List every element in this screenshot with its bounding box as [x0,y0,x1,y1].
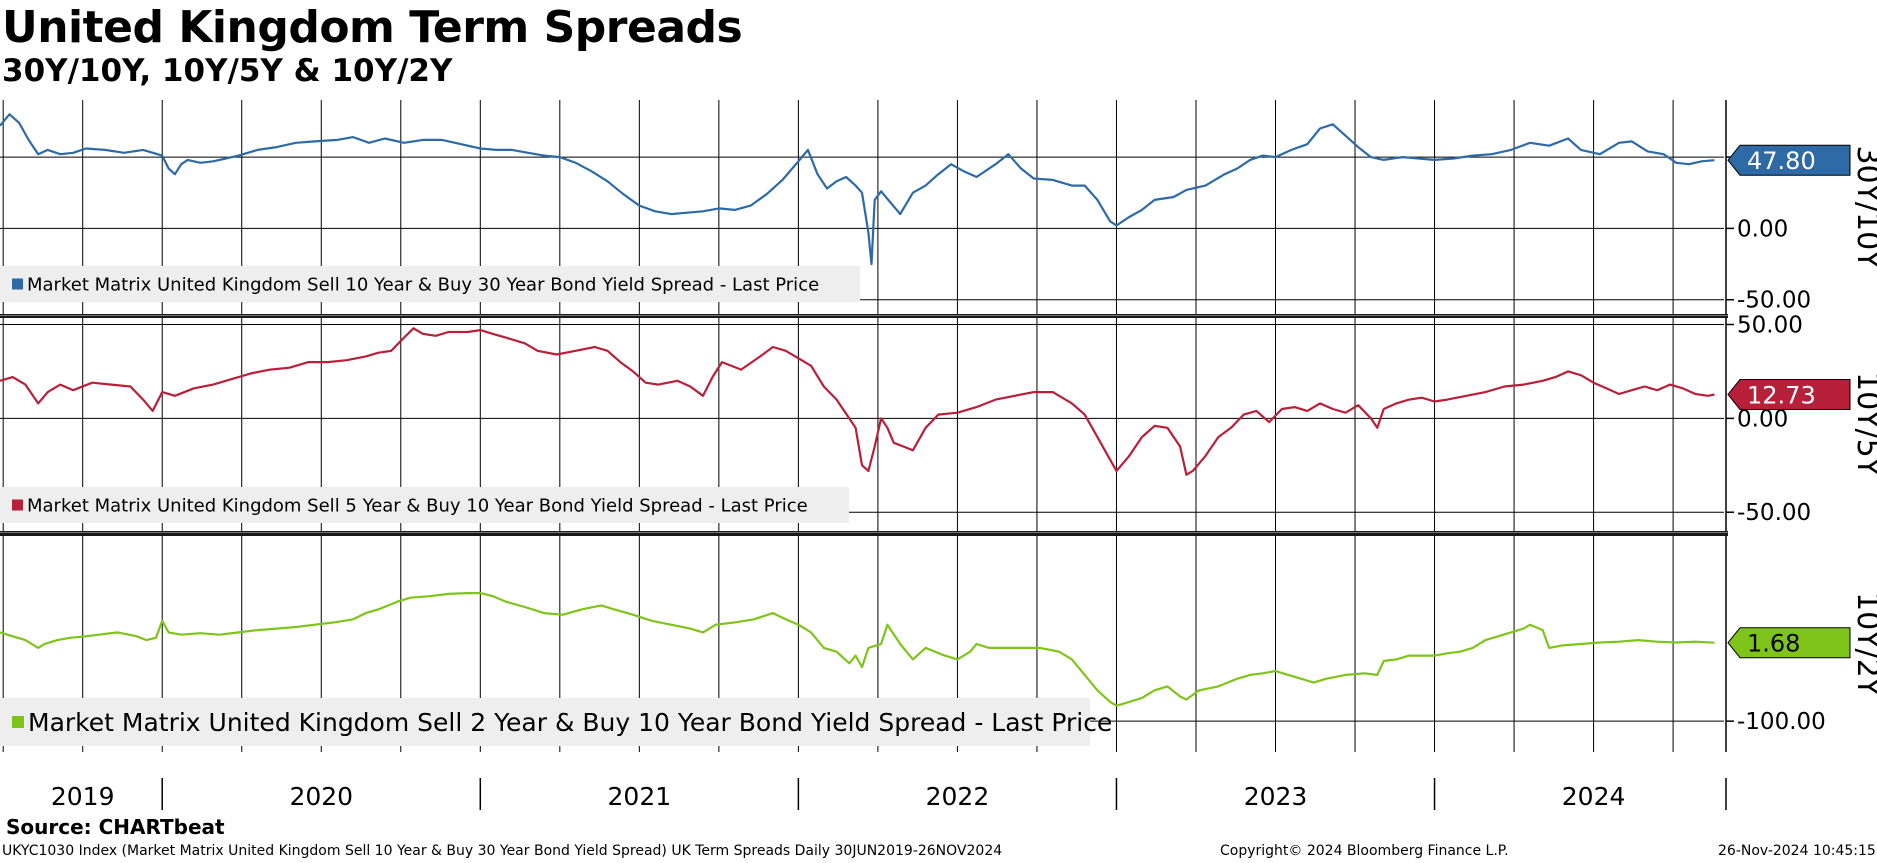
last-value-tag [1727,627,1851,659]
x-tick-label: 2020 [289,782,353,811]
series-lines [0,113,1715,707]
legend-box [0,698,1090,746]
legend-label: Market Matrix United Kingdom Sell 2 Year… [28,708,1112,737]
y-tick-label: 50.00 [1737,313,1803,339]
legend-label: Market Matrix United Kingdom Sell 5 Year… [27,495,808,516]
panel-axis-label: 30Y/10Y [1850,145,1877,269]
panel-separators [0,314,1728,536]
separator-highlight [0,532,1728,533]
y-tick-label: -50.00 [1737,500,1811,526]
y-axes: 0.00 -50.00 47.80 30Y/10Y 50.00 0.00 -50.00 12.… [1725,100,1877,752]
x-tick-label: 2021 [608,782,672,811]
x-tick-label: 2023 [1244,782,1308,811]
source-note: Source: CHARTbeat [6,815,225,839]
y-tick-label: 0.00 [1737,216,1788,242]
y-tick-label: -100.00 [1737,709,1826,735]
x-axis: 2019 2020 2021 2022 2023 2024 [51,778,1727,811]
legend-swatch [12,499,23,511]
legend-swatch [12,278,23,290]
panel-separator [0,531,1728,536]
legend-box [0,487,849,523]
footer-timestamp: 26-Nov-2024 10:45:15 [1718,843,1876,859]
y-tick-label: 0.00 [1737,406,1788,432]
y-tick-label: -50.00 [1737,288,1811,314]
page-title: United Kingdom Term Spreads [2,2,743,53]
x-tick-label: 2019 [51,782,115,811]
last-value-label: 47.80 [1747,147,1816,175]
x-tick-label: 2022 [926,782,990,811]
legends: Market Matrix United Kingdom Sell 10 Yea… [0,266,1112,746]
last-value-label: 12.73 [1747,381,1816,409]
legend-box [0,266,860,302]
panel-axis-label: 10Y/2Y [1850,592,1877,697]
panel-axis-label: 10Y/5Y [1850,372,1877,477]
series-line-p10y2y [0,591,1715,707]
last-value-tag [1727,378,1851,410]
legend-label: Market Matrix United Kingdom Sell 10 Yea… [27,274,819,295]
footer-description: UKYC1030 Index (Market Matrix United Kin… [2,843,1003,859]
series-line-p10y5y [0,327,1715,476]
last-value-tag [1727,144,1851,176]
footer-copyright: Copyright© 2024 Bloomberg Finance L.P. [1220,843,1509,859]
page-subtitle: 30Y/10Y, 10Y/5Y & 10Y/2Y [2,53,453,89]
separator-highlight [0,315,1728,316]
series-line-p30y10y [0,113,1715,266]
x-tick-label: 2024 [1562,782,1626,811]
legend-swatch [12,716,24,728]
last-value-label: 1.68 [1747,630,1800,658]
